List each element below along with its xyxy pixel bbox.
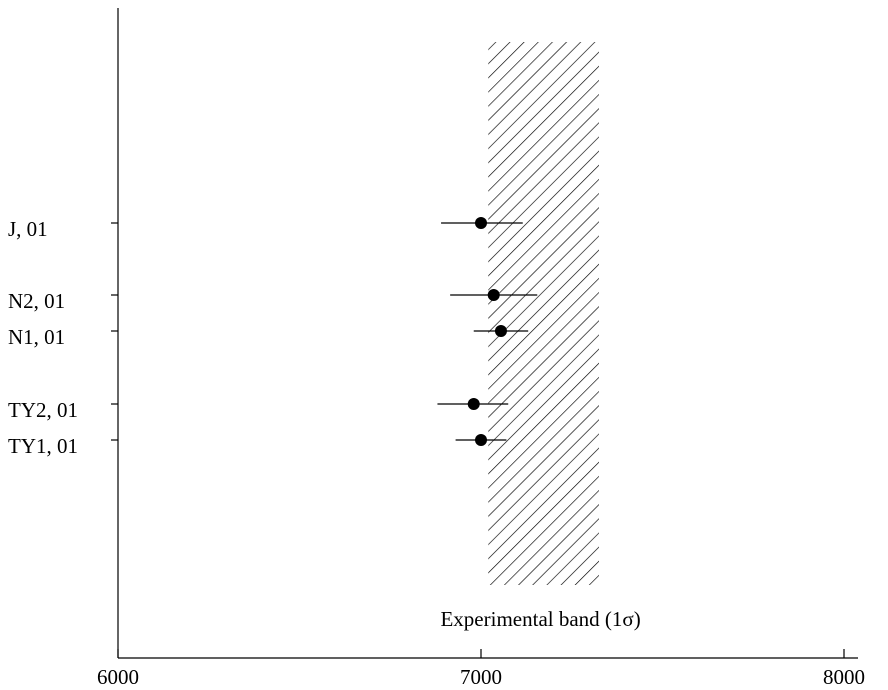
data-point xyxy=(475,217,487,229)
data-point xyxy=(475,434,487,446)
point-label: N1, 01 xyxy=(8,325,65,349)
x-tick-label: 8000 xyxy=(823,665,865,689)
band-label: Experimental band (1σ) xyxy=(440,607,640,631)
x-tick-label: 7000 xyxy=(460,665,502,689)
data-point xyxy=(467,398,480,410)
point-label: TY2, 01 xyxy=(8,398,78,422)
data-point xyxy=(494,325,507,337)
point-label: N2, 01 xyxy=(8,289,65,313)
point-label: TY1, 01 xyxy=(8,434,78,458)
point-label: J, 01 xyxy=(8,217,48,241)
x-tick-label: 6000 xyxy=(97,665,139,689)
experimental-band xyxy=(488,42,599,585)
data-point xyxy=(487,289,500,301)
